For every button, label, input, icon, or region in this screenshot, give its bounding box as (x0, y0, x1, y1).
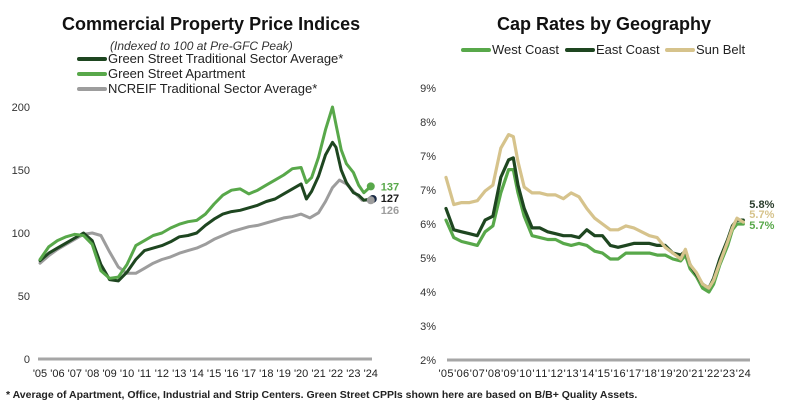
x-tick-label: '20 (294, 368, 308, 380)
y-tick-label: 3% (420, 321, 436, 333)
y-tick-label: 6% (420, 219, 436, 231)
y-tick-label: 2% (420, 355, 436, 367)
series-line-green-street-apartment (38, 105, 373, 280)
y-tick-label: 7% (420, 151, 436, 163)
y-tick-label: 0 (24, 354, 30, 366)
legend-item-gs-apartment: Green Street Apartment (77, 66, 245, 81)
y-tick-label: 8% (420, 117, 436, 129)
y-tick-label: 200 (12, 102, 30, 114)
y-tick-label: 7% (420, 185, 436, 197)
x-tick-label: '11 (532, 368, 547, 380)
x-tick-label: '23 (720, 368, 735, 380)
legend-item-west-coast: West Coast (461, 42, 559, 57)
x-tick-label: '23 (346, 368, 360, 380)
x-tick-label: '05 (33, 368, 47, 380)
x-tick-label: '09 (501, 368, 516, 380)
x-tick-label: '18 (642, 368, 657, 380)
end-value-label: 5.7% (749, 209, 774, 221)
left-chart-title: Commercial Property Price Indices (62, 14, 361, 34)
x-tick-label: '07 (68, 368, 82, 380)
x-tick-label: '09 (102, 368, 116, 380)
y-tick-label: 50 (18, 291, 30, 303)
footnote: * Average of Apartment, Office, Industri… (6, 389, 638, 401)
x-tick-label: '08 (85, 368, 99, 380)
x-tick-label: '22 (705, 368, 720, 380)
x-tick-label: '05 (439, 368, 454, 380)
y-tick-label: 5% (420, 253, 436, 265)
series-line-west-coast (444, 168, 745, 294)
end-marker (366, 196, 375, 205)
x-tick-label: '24 (736, 368, 751, 380)
legend-swatch (665, 47, 695, 52)
legend-item-ncreif: NCREIF Traditional Sector Average* (77, 81, 317, 96)
legend-label: West Coast (492, 42, 559, 57)
x-tick-label: '13 (564, 368, 579, 380)
legend-label: NCREIF Traditional Sector Average* (108, 81, 318, 96)
end-value-label: 5.7% (749, 220, 774, 232)
x-tick-label: '15 (595, 368, 610, 380)
x-tick-label: '14 (190, 368, 204, 380)
end-marker (366, 182, 375, 191)
x-tick-label: '06 (454, 368, 469, 380)
x-tick-label: '17 (626, 368, 641, 380)
legend-label: East Coast (596, 42, 660, 57)
series-line-east-coast (444, 156, 745, 290)
series-line-green-street-traditional-sector-average (38, 140, 373, 283)
end-value-label: 126 (381, 205, 399, 217)
x-tick-label: '07 (470, 368, 485, 380)
end-value-label: 5.8% (749, 199, 774, 211)
x-tick-label: '20 (673, 368, 688, 380)
x-tick-label: '19 (658, 368, 673, 380)
legend-swatch (77, 71, 107, 76)
legend-swatch (565, 47, 595, 52)
legend-item-east-coast: East Coast (565, 42, 660, 57)
x-tick-label: '18 (259, 368, 273, 380)
x-tick-label: '16 (224, 368, 238, 380)
y-tick-label: 150 (12, 165, 30, 177)
legend-label: Green Street Apartment (108, 66, 246, 81)
x-tick-label: '17 (242, 368, 256, 380)
x-tick-label: '21 (311, 368, 325, 380)
y-tick-label: 100 (12, 228, 30, 240)
series-line-sun-belt (444, 133, 745, 290)
x-tick-label: '22 (329, 368, 343, 380)
x-tick-label: '19 (277, 368, 291, 380)
legend-label: Sun Belt (696, 42, 746, 57)
y-tick-label: 4% (420, 287, 436, 299)
y-tick-label: 9% (420, 83, 436, 95)
legend-swatch (77, 56, 107, 61)
x-tick-label: '11 (138, 368, 152, 380)
legend-label: Green Street Traditional Sector Average* (108, 51, 344, 66)
legend-swatch (461, 47, 491, 52)
x-tick-label: '16 (611, 368, 626, 380)
x-tick-label: '06 (50, 368, 64, 380)
x-tick-label: '08 (485, 368, 500, 380)
x-tick-label: '12 (548, 368, 563, 380)
x-tick-label: '14 (579, 368, 594, 380)
x-tick-label: '10 (120, 368, 134, 380)
end-value-label: 127 (381, 193, 399, 205)
legend-item-sun-belt: Sun Belt (665, 42, 745, 57)
series-line-ncreif-traditional-sector-average (38, 178, 373, 275)
end-value-label: 137 (381, 181, 399, 193)
x-tick-label: '21 (689, 368, 704, 380)
x-tick-label: '15 (207, 368, 221, 380)
left-chart-subtitle: (Indexed to 100 at Pre-GFC Peak) (110, 39, 293, 53)
x-tick-label: '12 (155, 368, 169, 380)
right-chart-title: Cap Rates by Geography (497, 14, 712, 34)
x-tick-label: '10 (517, 368, 532, 380)
x-tick-label: '13 (172, 368, 186, 380)
x-tick-label: '24 (364, 368, 378, 380)
legend-item-gs-traditional: Green Street Traditional Sector Average* (77, 51, 343, 66)
legend-swatch (77, 86, 107, 91)
